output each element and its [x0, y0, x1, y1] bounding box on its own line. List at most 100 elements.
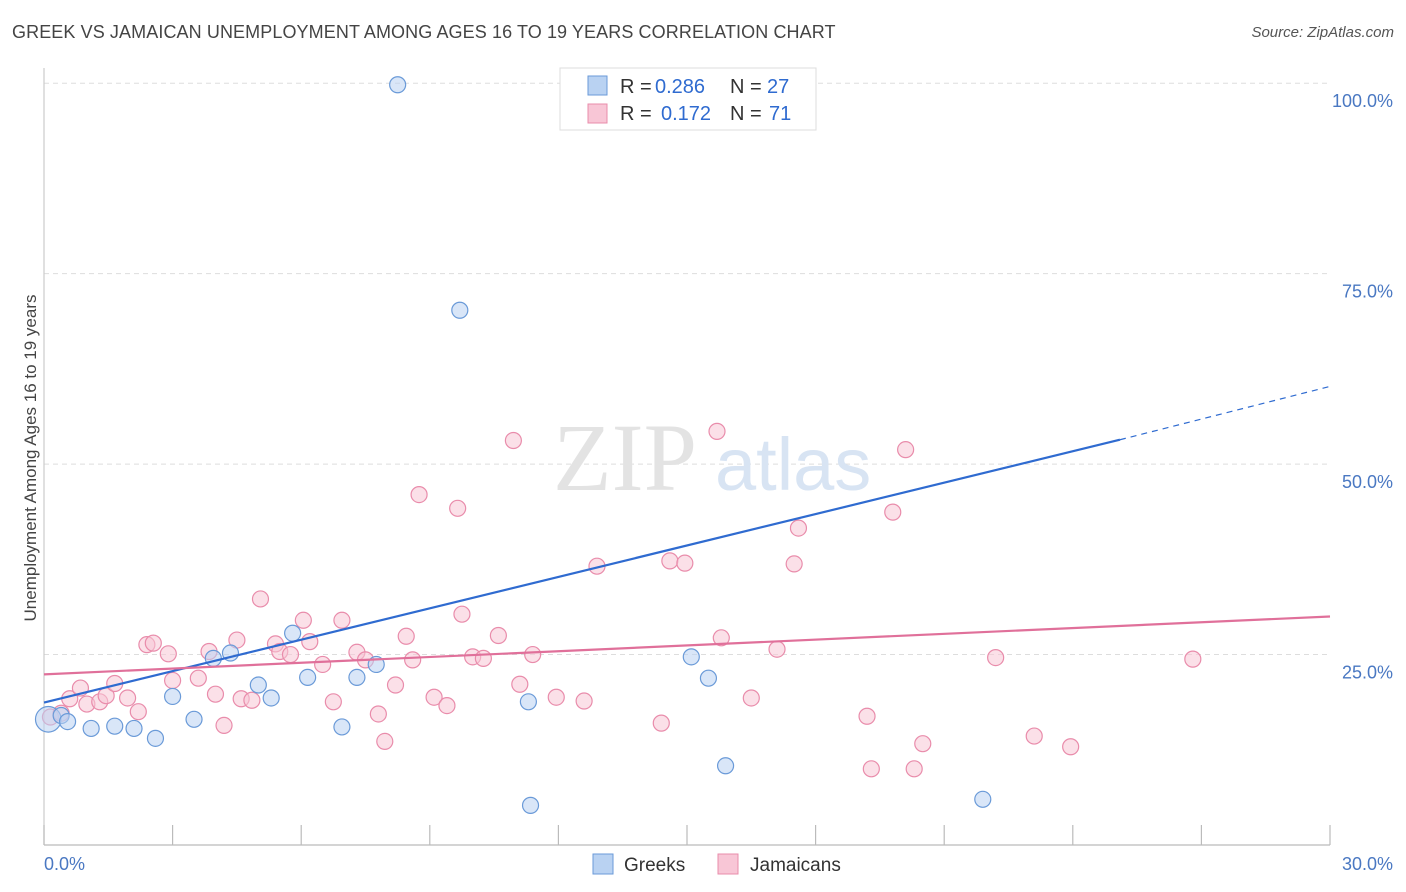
y-axis-title: Unemployment Among Ages 16 to 19 years: [21, 295, 40, 622]
greeks-point: [185, 710, 203, 728]
jamaicans-point: [884, 503, 902, 521]
jamaicans-point: [511, 675, 529, 693]
jamaicans-point: [987, 649, 1005, 667]
bottom-legend-swatch-jamaicans: [717, 853, 739, 875]
greeks-point: [348, 668, 366, 687]
greeks-point: [204, 649, 222, 667]
jamaicans-point: [768, 640, 786, 658]
greeks-point: [974, 790, 992, 808]
jamaicans-point: [708, 422, 726, 440]
jamaicans-point: [376, 732, 394, 751]
source-label: Source: ZipAtlas.com: [1251, 24, 1394, 41]
jamaicans-point: [453, 605, 471, 623]
greeks-point: [699, 669, 718, 687]
jamaicans-point: [369, 705, 387, 723]
legend-jamaicans-n-value: 71: [769, 103, 791, 125]
jamaicans-point: [189, 669, 207, 687]
jamaicans-point: [661, 552, 679, 570]
jamaicans-point: [281, 645, 300, 664]
jamaicans-point: [215, 716, 233, 735]
jamaicans-point: [164, 671, 182, 690]
legend-jamaicans-n-label: N =: [730, 103, 762, 125]
greeks-trend-extension: [1119, 385, 1331, 441]
jamaicans-point: [129, 703, 147, 721]
greeks-point: [451, 301, 469, 319]
jamaicans-point: [504, 431, 522, 450]
jamaicans-point: [547, 688, 565, 706]
legend-greeks-n-value: 27: [767, 76, 789, 98]
greeks-point: [519, 693, 537, 711]
greeks-point: [82, 719, 100, 738]
bottom-legend-greeks: Greeks: [624, 855, 685, 876]
jamaicans-point: [404, 651, 422, 669]
correlation-legend: R = 0.286 N = 27 R = 0.172 N = 71: [559, 67, 817, 131]
jamaicans-point: [1184, 650, 1202, 668]
trend-lines: [43, 385, 1331, 704]
jamaicans-point: [575, 692, 593, 710]
jamaicans-point: [410, 485, 428, 504]
jamaicans-point: [251, 590, 270, 608]
greeks-point: [249, 676, 267, 694]
jamaicans-point: [425, 688, 443, 706]
jamaicans-point: [449, 499, 467, 517]
greeks-point: [125, 719, 143, 738]
legend-swatch-greeks: [587, 75, 608, 96]
bottom-legend-swatch-greeks: [592, 853, 614, 875]
greeks-point: [106, 717, 124, 735]
greeks-point: [262, 689, 280, 707]
jamaicans-point: [905, 760, 923, 778]
jamaicans-point: [206, 685, 225, 703]
jamaicans-point: [652, 714, 670, 732]
greeks-point: [146, 729, 165, 747]
jamaicans-point: [118, 689, 137, 707]
jamaicans-point: [524, 645, 542, 664]
jamaicans-point: [1025, 727, 1043, 745]
jamaicans-point: [789, 519, 808, 537]
jamaicans-point: [712, 629, 730, 647]
jamaicans-point: [785, 555, 803, 573]
legend-greeks-r-label: R =: [620, 76, 652, 98]
jamaicans-point: [397, 627, 415, 645]
jamaicans-point: [897, 441, 915, 459]
jamaicans-point: [1062, 738, 1080, 756]
jamaicans-point: [324, 693, 342, 711]
x-axis-ticks: [43, 825, 1331, 845]
greeks-point: [682, 648, 700, 666]
legend-jamaicans-r-label: R =: [620, 103, 652, 125]
y-tick-label: 50.0%: [1342, 472, 1393, 492]
jamaicans-point: [243, 691, 261, 709]
greeks-point: [164, 687, 182, 706]
watermark-atlas: atlas: [715, 423, 871, 506]
jamaicans-point: [474, 649, 492, 667]
jamaicans-point: [333, 611, 351, 629]
jamaicans-point: [386, 676, 405, 694]
greeks-trend-line: [43, 438, 1121, 704]
chart-title: GREEK VS JAMAICAN UNEMPLOYMENT AMONG AGE…: [12, 22, 836, 42]
y-tick-label: 75.0%: [1342, 282, 1393, 302]
y-tick-label: 100.0%: [1332, 91, 1393, 111]
jamaicans-point: [858, 707, 876, 725]
jamaicans-point: [314, 655, 332, 674]
jamaicans-trend-line: [43, 615, 1331, 676]
greeks-point: [58, 712, 77, 731]
jamaicans-point: [159, 645, 177, 663]
jamaicans-point: [144, 634, 162, 652]
jamaicans-point: [294, 611, 312, 629]
jamaicans-point: [914, 735, 932, 753]
greeks-point: [716, 757, 735, 775]
legend-greeks-n-label: N =: [730, 76, 762, 98]
greeks-point: [521, 796, 540, 814]
legend-jamaicans-r-value: 0.172: [661, 103, 711, 125]
jamaicans-point: [489, 626, 507, 645]
greeks-point: [333, 718, 351, 736]
greeks-point: [299, 668, 317, 687]
jamaicans-point: [742, 689, 760, 707]
greeks-point: [389, 76, 407, 94]
y-tick-labels: 25.0% 50.0% 75.0% 100.0%: [1332, 91, 1393, 682]
jamaicans-point: [862, 760, 880, 778]
series-legend: Greeks Jamaicans: [592, 853, 841, 876]
greeks-point: [284, 624, 302, 642]
watermark-zip: ZIP: [553, 404, 697, 511]
legend-swatch-jamaicans: [587, 103, 608, 124]
